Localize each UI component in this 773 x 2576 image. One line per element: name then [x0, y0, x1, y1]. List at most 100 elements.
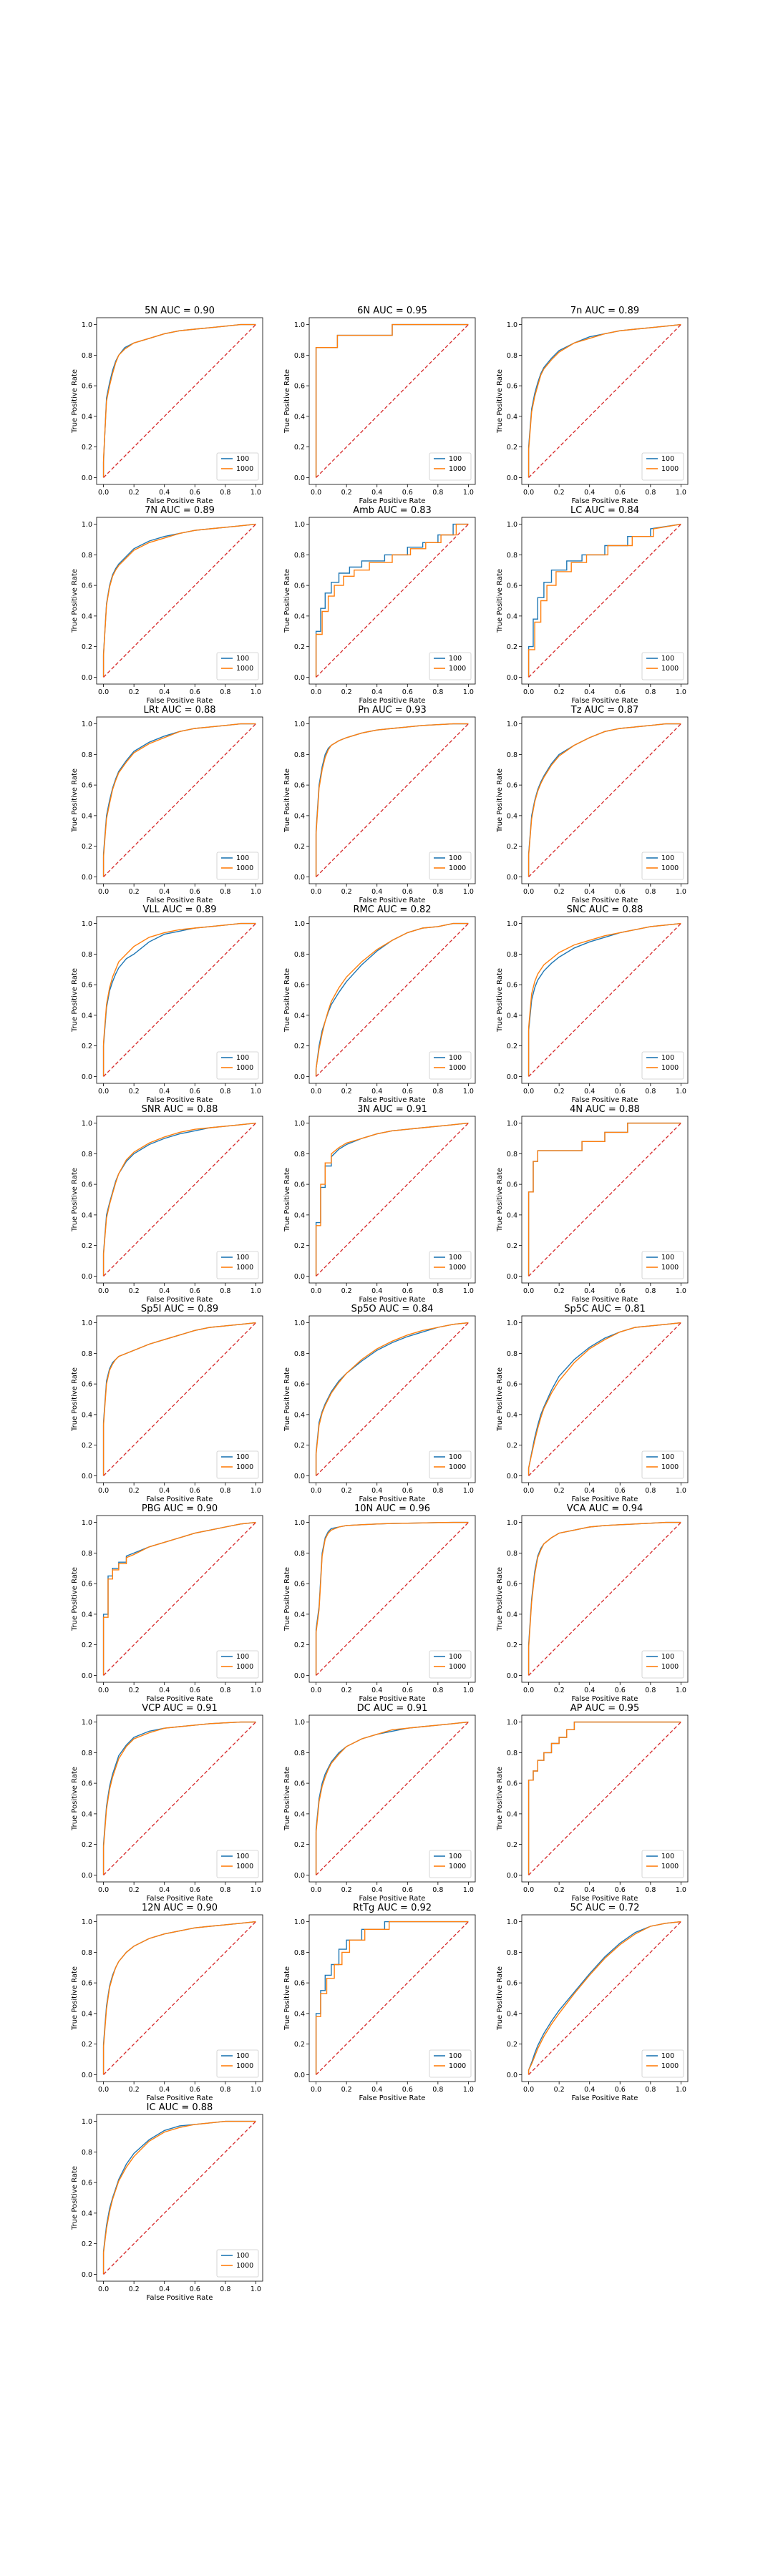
x-tick-label: 1.0: [251, 489, 261, 497]
x-tick-label: 0.2: [554, 1088, 565, 1096]
panel-title: Pn AUC = 0.93: [358, 705, 427, 716]
x-tick-label: 0.4: [584, 1487, 595, 1495]
x-tick-label: 0.2: [129, 2285, 140, 2293]
panel-title: PBG AUC = 0.90: [142, 1503, 218, 1514]
diagonal-reference-line: [103, 1322, 256, 1476]
x-tick-label: 1.0: [676, 489, 686, 497]
legend-label: 1000: [449, 1064, 466, 1072]
x-tick-label: 1.0: [251, 688, 261, 696]
axes-frame: [521, 1315, 689, 1483]
legend-label: 1000: [449, 465, 466, 473]
legend-label: 1000: [236, 1264, 253, 1272]
panel-title: LRt AUC = 0.88: [143, 705, 215, 716]
y-tick-label: 0.0: [507, 1473, 517, 1480]
axes-frame: [96, 317, 263, 485]
y-tick-label: 0.8: [294, 751, 305, 759]
y-axis-label: True Positive Rate: [496, 569, 504, 633]
axes-frame: [96, 716, 263, 884]
diagonal-reference-line: [528, 1123, 681, 1277]
x-tick-label: 0.0: [311, 1886, 321, 1894]
legend-label: 100: [661, 455, 674, 463]
x-tick-label: 0.0: [311, 489, 321, 497]
roc-line-100: [528, 1921, 681, 2075]
diagonal-reference-line: [528, 524, 681, 678]
y-tick-label: 0.4: [294, 1611, 305, 1619]
y-axis-label: True Positive Rate: [283, 1966, 291, 2031]
x-tick-label: 0.0: [98, 1487, 109, 1495]
legend: 100 1000: [216, 452, 259, 481]
x-tick-label: 0.2: [554, 888, 565, 896]
x-tick-label: 1.0: [463, 1687, 474, 1694]
legend-label: 100: [449, 455, 462, 463]
roc-panel-4: Amb AUC = 0.83 0.0 0.0 0.2 0.2 0.4 0.4 0.6 0.6 0.…: [283, 505, 476, 705]
y-tick-label: 0.0: [507, 874, 517, 882]
roc-line-1000: [528, 323, 681, 478]
y-axis-label: True Positive Rate: [71, 968, 79, 1033]
x-tick-label: 0.6: [402, 1487, 413, 1495]
roc-line-1000: [315, 1921, 469, 2075]
panel-title: Amb AUC = 0.83: [353, 505, 432, 516]
y-tick-label: 0.6: [507, 1780, 517, 1788]
x-tick-label: 1.0: [676, 688, 686, 696]
x-tick-label: 0.8: [645, 1487, 656, 1495]
legend-label: 1000: [236, 665, 253, 673]
diagonal-reference-line: [103, 1921, 256, 2075]
x-tick-label: 1.0: [463, 1088, 474, 1096]
diagonal-reference-line: [103, 923, 256, 1077]
y-tick-label: 1.0: [507, 1120, 517, 1128]
x-axis-label: False Positive Rate: [572, 1296, 638, 1304]
x-tick-label: 0.4: [584, 688, 595, 696]
x-tick-label: 0.6: [615, 1886, 626, 1894]
legend: 100 1000: [429, 1051, 472, 1080]
x-tick-label: 0.2: [129, 688, 140, 696]
x-tick-label: 0.6: [615, 888, 626, 896]
y-tick-label: 1.0: [507, 920, 517, 928]
x-tick-label: 0.0: [98, 688, 109, 696]
legend: 100 1000: [216, 2249, 259, 2278]
y-tick-label: 0.6: [82, 1181, 92, 1189]
diagonal-reference-line: [528, 723, 681, 877]
legend-label: 1000: [449, 1663, 466, 1671]
x-tick-label: 0.2: [341, 1886, 352, 1894]
y-tick-label: 0.2: [294, 843, 305, 851]
y-tick-label: 0.8: [507, 1350, 517, 1358]
axes-frame: [308, 1714, 476, 1883]
y-tick-label: 0.4: [82, 2010, 92, 2018]
y-tick-label: 0.8: [82, 951, 92, 959]
roc-panel-3: 7N AUC = 0.89 0.0 0.0 0.2 0.2 0.4 0.4 0.6 0.6 0.8…: [71, 505, 263, 705]
x-tick-label: 0.2: [129, 1687, 140, 1694]
x-tick-label: 0.6: [615, 489, 626, 497]
x-tick-label: 0.8: [220, 1886, 230, 1894]
legend-label: 1000: [661, 1463, 679, 1471]
y-axis-label: True Positive Rate: [496, 369, 504, 434]
y-tick-label: 0.2: [294, 1242, 305, 1250]
legend-label: 100: [449, 1453, 462, 1461]
y-tick-label: 0.2: [294, 643, 305, 651]
x-tick-label: 0.2: [129, 888, 140, 896]
x-tick-label: 0.8: [220, 1287, 230, 1295]
x-tick-label: 0.4: [159, 489, 170, 497]
legend-label: 1000: [236, 864, 253, 872]
y-axis-label: True Positive Rate: [496, 1567, 504, 1631]
y-tick-label: 0.4: [294, 413, 305, 421]
x-axis-label: False Positive Rate: [359, 1496, 426, 1503]
x-tick-label: 0.2: [554, 2086, 565, 2094]
legend-box: [216, 1450, 259, 1479]
x-tick-label: 0.4: [159, 1088, 170, 1096]
roc-panel-2: 7n AUC = 0.89 0.0 0.0 0.2 0.2 0.4 0.4 0.6 0.6 0.8…: [496, 306, 689, 505]
x-tick-label: 0.0: [523, 688, 534, 696]
axes-frame: [521, 1116, 689, 1284]
y-tick-label: 0.8: [294, 1350, 305, 1358]
axes-frame: [521, 716, 689, 884]
x-tick-label: 0.4: [584, 2086, 595, 2094]
legend: 100 1000: [641, 1850, 684, 1878]
roc-line-1000: [315, 1721, 469, 1875]
x-tick-label: 1.0: [463, 688, 474, 696]
y-tick-label: 0.4: [82, 2210, 92, 2218]
legend-box: [216, 2249, 259, 2278]
roc-panel-15: Sp5I AUC = 0.89 0.0 0.0 0.2 0.2 0.4 0.4 0.6 0.6 0…: [71, 1304, 263, 1503]
legend: 100 1000: [641, 2049, 684, 2078]
legend-box: [216, 1650, 259, 1679]
x-axis-label: False Positive Rate: [572, 1895, 638, 1903]
legend-label: 1000: [236, 1863, 253, 1870]
